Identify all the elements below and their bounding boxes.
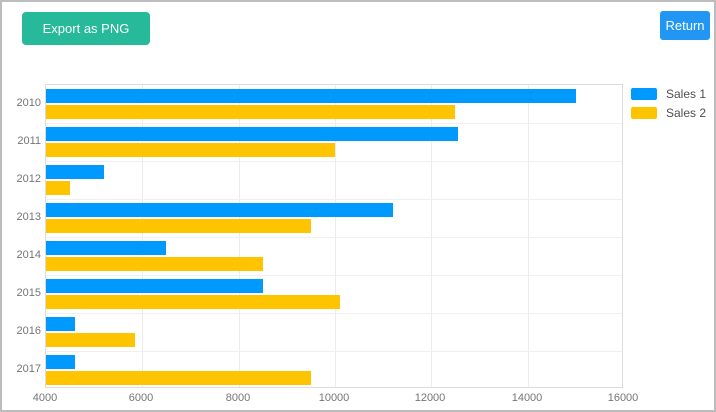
chart-plot-area (45, 84, 623, 388)
bar-sales2-2014[interactable] (46, 257, 263, 271)
y-category-label: 2015 (16, 287, 41, 299)
bar-sales1-2014[interactable] (46, 241, 166, 255)
gridline-horizontal (46, 237, 622, 238)
x-tick-label: 6000 (128, 392, 154, 404)
bar-sales2-2017[interactable] (46, 371, 311, 385)
bar-sales1-2016[interactable] (46, 317, 75, 331)
bar-sales2-2013[interactable] (46, 219, 311, 233)
x-tick-label: 14000 (511, 392, 543, 404)
return-button[interactable]: Return (660, 11, 710, 40)
y-category-label: 2017 (16, 363, 41, 375)
gridline-horizontal (46, 351, 622, 352)
legend-item-sales2[interactable]: Sales 2 (631, 105, 707, 120)
bar-sales2-2016[interactable] (46, 333, 135, 347)
y-category-label: 2011 (17, 135, 41, 147)
legend-swatch-icon (631, 106, 657, 119)
y-category-label: 2010 (16, 97, 41, 109)
legend-label: Sales 2 (666, 105, 707, 120)
bar-sales1-2010[interactable] (46, 89, 576, 103)
bar-sales1-2012[interactable] (46, 165, 104, 179)
gridline-vertical (431, 85, 432, 387)
x-tick-label: 12000 (414, 392, 446, 404)
bar-sales1-2011[interactable] (46, 127, 458, 141)
export-png-button[interactable]: Export as PNG (22, 12, 150, 45)
legend-item-sales1[interactable]: Sales 1 (631, 86, 707, 101)
gridline-vertical (239, 85, 240, 387)
gridline-vertical (142, 85, 143, 387)
y-category-label: 2016 (16, 325, 41, 337)
x-tick-label: 4000 (32, 392, 58, 404)
bar-sales1-2017[interactable] (46, 355, 75, 369)
x-tick-label: 8000 (225, 392, 251, 404)
x-tick-label: 10000 (318, 392, 350, 404)
x-tick-label: 16000 (607, 392, 639, 404)
bar-sales2-2012[interactable] (46, 181, 70, 195)
gridline-horizontal (46, 313, 622, 314)
gridline-horizontal (46, 123, 622, 124)
gridline-horizontal (46, 275, 622, 276)
bar-sales2-2010[interactable] (46, 105, 455, 119)
legend-swatch-icon (631, 87, 657, 100)
bar-sales1-2013[interactable] (46, 203, 393, 217)
gridline-horizontal (46, 199, 622, 200)
y-category-label: 2014 (16, 249, 41, 261)
bar-sales1-2015[interactable] (46, 279, 263, 293)
legend-label: Sales 1 (666, 86, 707, 101)
chart-legend: Sales 1 Sales 2 (631, 87, 706, 125)
y-category-label: 2013 (16, 211, 41, 223)
y-category-label: 2012 (16, 173, 41, 185)
gridline-vertical (528, 85, 529, 387)
bar-sales2-2011[interactable] (46, 143, 335, 157)
bar-sales2-2015[interactable] (46, 295, 340, 309)
gridline-vertical (335, 85, 336, 387)
gridline-horizontal (46, 161, 622, 162)
